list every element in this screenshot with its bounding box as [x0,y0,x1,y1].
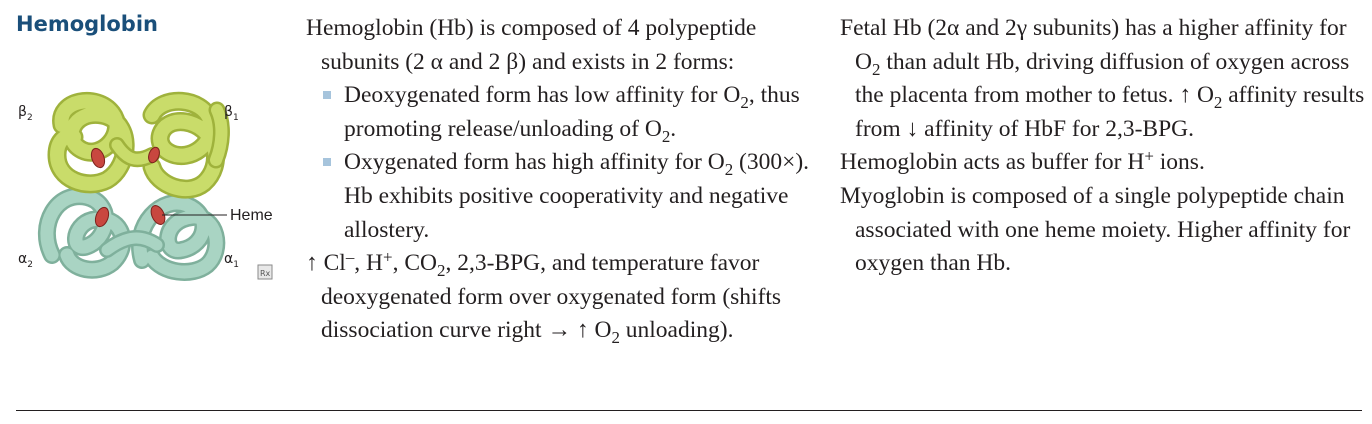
hemoglobin-structure-figure: Heme β2 β1 α2 α1 Rx [18,91,273,281]
beta-subunits [47,91,230,199]
bullet-deoxygenated: Deoxygenated form has low affinity for O… [306,79,826,146]
bullet-marker [323,91,331,100]
rx-icon: Rx [257,264,273,280]
text-column-1: Hemoglobin (Hb) is composed of 4 polypep… [306,12,826,348]
page-title: Hemoglobin [16,12,158,36]
intro-paragraph: Hemoglobin (Hb) is composed of 4 polypep… [306,15,757,75]
svg-text:Rx: Rx [260,269,271,278]
heme-label: Heme [230,207,273,224]
bottom-divider [16,410,1362,411]
bullet-marker [323,158,331,167]
alpha2-label: α2 [18,251,33,270]
beta1-label: β1 [224,104,239,123]
heme-groups [90,146,166,228]
fetal-hb-paragraph: Fetal Hb (2α and 2γ subunits) has a high… [840,15,1365,142]
alpha1-label: α1 [224,251,239,270]
myoglobin-paragraph: Myoglobin is composed of a single polype… [840,182,1351,277]
beta2-label: β2 [18,104,33,123]
alpha-subunits [38,187,226,281]
text-column-2: Fetal Hb (2α and 2γ subunits) has a high… [840,12,1365,281]
bullet-oxygenated: Oxygenated form has high affinity for O2… [306,146,826,247]
effectors-paragraph: ↑ Cl–, H+, CO2, 2,3-BPG, and temperature… [306,247,782,348]
buffer-paragraph: Hemoglobin acts as buffer for H+ ions. [840,146,1205,176]
